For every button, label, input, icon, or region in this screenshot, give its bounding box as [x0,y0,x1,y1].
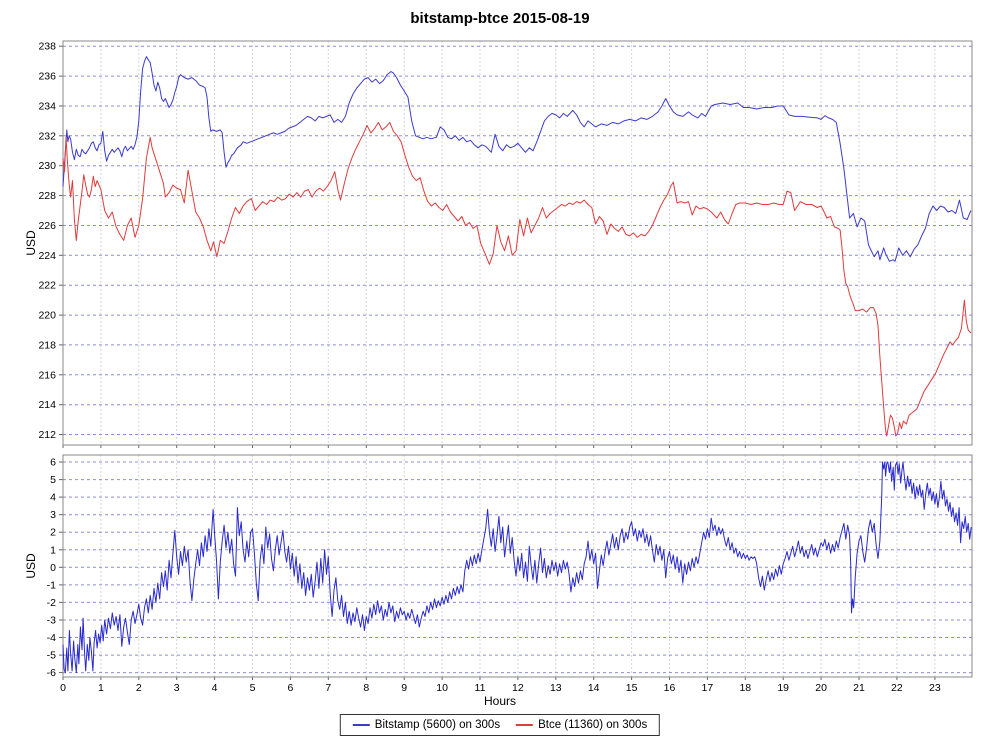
plot-border [62,454,973,678]
y-tick-label: -2 [47,597,56,609]
x-axis-label: Hours [483,694,516,708]
y-tick-label: 0 [50,562,56,574]
y-tick-label: 216 [38,369,56,381]
y-tick-label: -3 [47,615,56,627]
legend: Bitstamp (5600) on 300s Btce (11360) on … [339,714,661,736]
btce-line-swatch-icon [516,724,534,726]
y-tick-label: 1 [50,544,56,556]
x-tick-label: 19 [777,682,789,694]
y-tick-label: 6 [50,457,56,469]
x-tick-label: 16 [664,682,676,694]
spread-y-axis-label: USD [24,553,38,579]
chart-title: bitstamp-btce 2015-08-19 [410,10,590,27]
x-tick-label: 7 [325,682,331,694]
y-tick-label: -1 [47,579,56,591]
y-tick-label: -5 [47,650,56,662]
x-tick-label: 23 [929,682,941,694]
x-tick-label: 14 [588,682,600,694]
x-tick-label: 13 [550,682,562,694]
y-tick-label: 228 [38,190,56,202]
x-tick-label: 0 [60,682,66,694]
x-tick-label: 9 [401,682,407,694]
x-tick-label: 10 [436,682,448,694]
spread-panel: -6 -5 -4 -3 -2 -1 0 1 2 3 4 5 6 [47,454,973,680]
x-tick-label: 11 [475,682,486,694]
price-panel: 212 214 216 218 220 222 224 226 228 230 232 234 236 2… [38,40,973,448]
legend-item-btce: Btce (11360) on 300s [516,719,647,731]
y-tick-label: 3 [50,509,56,521]
y-tick-label: 2 [50,527,56,539]
y-tick-label: 212 [38,429,56,441]
y-tick-label: 226 [38,220,56,232]
bitstamp-series-line [62,56,972,262]
btce-series-line [62,121,972,437]
y-tick-label: 236 [38,71,56,83]
x-tick-label: 20 [815,682,827,694]
x-axis-tick-labels: 0 1 2 3 4 5 6 7 8 9 10 11 12 13 14 15 16 17 18 19 20 21 22 23 [60,682,941,694]
y-tick-label: 238 [38,41,56,53]
y-tick-label: 214 [38,399,56,411]
x-tick-label: 2 [136,682,142,694]
x-tick-label: 18 [739,682,751,694]
x-tick-label: 22 [891,682,903,694]
x-tick-label: 3 [174,682,180,694]
x-tick-label: 21 [853,682,865,694]
x-tick-label: 17 [702,682,714,694]
y-tick-label: 234 [38,101,56,113]
x-tick-label: 15 [626,682,638,694]
x-tick-label: 8 [363,682,369,694]
plot-border [62,40,973,446]
y-tick-label: -6 [47,667,56,679]
legend-label-btce: Btce (11360) on 300s [538,719,648,731]
y-tick-label: -4 [47,632,56,644]
y-tick-label: 220 [38,310,56,322]
x-tick-label: 6 [287,682,293,694]
x-tick-label: 1 [98,682,104,694]
x-tick-label: 5 [250,682,256,694]
price-y-axis-label: USD [24,230,38,256]
spread-series-line [62,461,972,674]
y-tick-label: 222 [38,280,56,292]
y-tick-label: 224 [38,250,56,262]
legend-item-bitstamp: Bitstamp (5600) on 300s [352,719,501,731]
y-tick-label: 218 [38,339,56,351]
legend-label-bitstamp: Bitstamp (5600) on 300s [374,719,501,731]
y-tick-label: 232 [38,130,56,142]
y-tick-label: 4 [50,492,56,504]
bitstamp-line-swatch-icon [352,724,370,726]
x-tick-label: 12 [512,682,524,694]
y-tick-label: 5 [50,474,56,486]
y-tick-label: 230 [38,160,56,172]
x-tick-label: 4 [212,682,218,694]
